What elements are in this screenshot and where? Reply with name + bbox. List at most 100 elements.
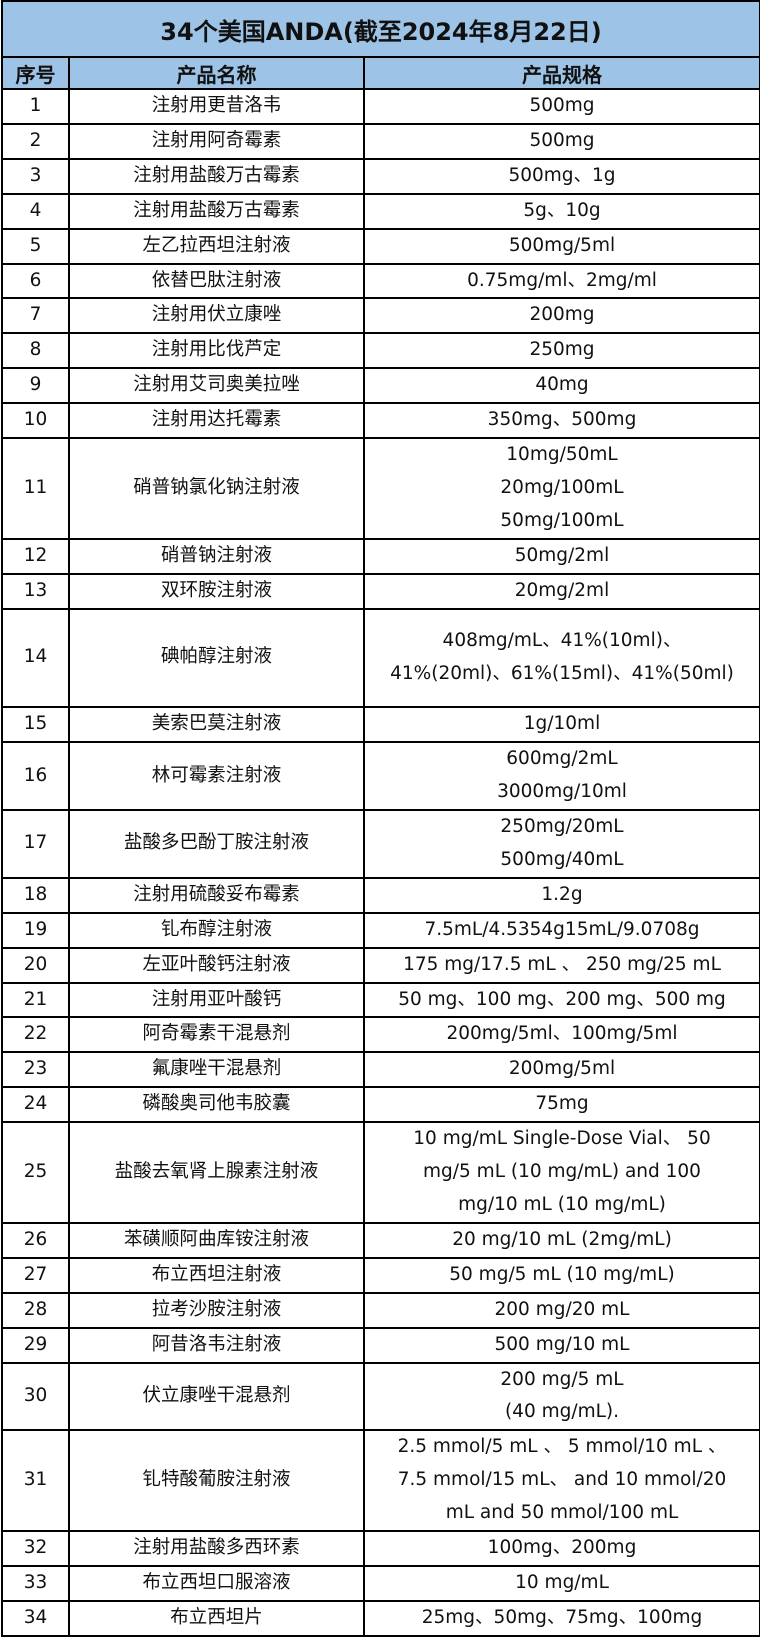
cell-product-spec: 200 mg/20 mL xyxy=(363,1291,760,1329)
cell-number: 5 xyxy=(1,227,70,265)
table-body: 1 注射用更昔洛韦 500mg 2 注射用阿奇霉素 500mg 3 注射用盐酸万古霉素 500m… xyxy=(1,88,760,1637)
cell-product-name: 左亚叶酸钙注射液 xyxy=(68,946,365,984)
cell-number: 31 xyxy=(1,1429,70,1533)
cell-number: 11 xyxy=(1,437,70,540)
cell-product-name: 盐酸多巴酚丁胺注射液 xyxy=(68,809,365,879)
cell-product-spec: 2.5 mmol/5 mL 、 5 mmol/10 mL 、 7.5 mmol/… xyxy=(363,1429,760,1533)
table-row: 14 碘帕醇注射液 408mg/mL、41%(10ml)、 41%(20ml)、61… xyxy=(1,607,760,709)
cell-product-name: 注射用达托霉素 xyxy=(68,402,365,440)
cell-number: 24 xyxy=(1,1086,70,1124)
cell-product-name: 磷酸奥司他韦胶囊 xyxy=(68,1086,365,1124)
table-row: 4 注射用盐酸万古霉素 5g、10g xyxy=(1,192,760,230)
cell-number: 25 xyxy=(1,1121,70,1224)
cell-product-spec: 200mg/5ml、100mg/5ml xyxy=(363,1016,760,1054)
cell-product-spec: 5g、10g xyxy=(363,192,760,230)
cell-product-spec: 10 mg/mL Single-Dose Vial、 50 mg/5 mL (1… xyxy=(363,1121,760,1224)
cell-product-name: 阿奇霉素干混悬剂 xyxy=(68,1016,365,1054)
header-number: 序号 xyxy=(1,56,70,90)
table-row: 13 双环胺注射液 20mg/2ml xyxy=(1,572,760,610)
table-title: 34个美国ANDA(截至2024年8月22日) xyxy=(1,0,760,58)
cell-number: 1 xyxy=(1,88,70,125)
cell-product-name: 氟康唑干混悬剂 xyxy=(68,1051,365,1089)
header-product-name: 产品名称 xyxy=(68,56,365,90)
cell-number: 34 xyxy=(1,1599,70,1637)
table-row: 24 磷酸奥司他韦胶囊 75mg xyxy=(1,1086,760,1124)
cell-number: 13 xyxy=(1,572,70,610)
header-product-spec: 产品规格 xyxy=(363,56,760,90)
cell-number: 32 xyxy=(1,1530,70,1567)
cell-product-spec: 600mg/2mL 3000mg/10ml xyxy=(363,741,760,811)
cell-product-name: 注射用亚叶酸钙 xyxy=(68,981,365,1019)
table-row: 34 布立西坦片 25mg、50mg、75mg、100mg xyxy=(1,1599,760,1637)
cell-product-name: 苯磺顺阿曲库铵注射液 xyxy=(68,1221,365,1259)
table-row: 11 硝普钠氯化钠注射液 10mg/50mL 20mg/100mL 50mg/100… xyxy=(1,437,760,540)
cell-product-name: 钆特酸葡胺注射液 xyxy=(68,1429,365,1533)
table-row: 3 注射用盐酸万古霉素 500mg、1g xyxy=(1,157,760,195)
cell-product-name: 注射用盐酸万古霉素 xyxy=(68,192,365,230)
cell-product-spec: 1g/10ml xyxy=(363,706,760,744)
table-row: 12 硝普钠注射液 50mg/2ml xyxy=(1,537,760,575)
cell-product-name: 注射用盐酸多西环素 xyxy=(68,1530,365,1567)
cell-number: 7 xyxy=(1,297,70,335)
table-row: 16 林可霉素注射液 600mg/2mL 3000mg/10ml xyxy=(1,741,760,811)
cell-product-spec: 175 mg/17.5 mL 、 250 mg/25 mL xyxy=(363,946,760,984)
cell-product-name: 拉考沙胺注射液 xyxy=(68,1291,365,1329)
table-row: 22 阿奇霉素干混悬剂 200mg/5ml、100mg/5ml xyxy=(1,1016,760,1054)
cell-number: 16 xyxy=(1,741,70,811)
cell-number: 6 xyxy=(1,262,70,300)
cell-product-name: 注射用更昔洛韦 xyxy=(68,88,365,125)
cell-number: 30 xyxy=(1,1361,70,1432)
table-row: 31 钆特酸葡胺注射液 2.5 mmol/5 mL 、 5 mmol/10 mL 、… xyxy=(1,1429,760,1533)
cell-product-spec: 500mg/5ml xyxy=(363,227,760,265)
cell-product-name: 伏立康唑干混悬剂 xyxy=(68,1361,365,1432)
cell-product-name: 注射用盐酸万古霉素 xyxy=(68,157,365,195)
cell-product-name: 注射用比伐芦定 xyxy=(68,332,365,370)
cell-product-spec: 50 mg/5 mL (10 mg/mL) xyxy=(363,1256,760,1294)
cell-number: 15 xyxy=(1,706,70,744)
table-row: 27 布立西坦注射液 50 mg/5 mL (10 mg/mL) xyxy=(1,1256,760,1294)
cell-product-name: 盐酸去氧肾上腺素注射液 xyxy=(68,1121,365,1224)
cell-number: 2 xyxy=(1,122,70,160)
cell-product-spec: 40mg xyxy=(363,367,760,405)
cell-product-name: 硝普钠注射液 xyxy=(68,537,365,575)
table-row: 2 注射用阿奇霉素 500mg xyxy=(1,122,760,160)
cell-number: 14 xyxy=(1,607,70,709)
table-row: 5 左乙拉西坦注射液 500mg/5ml xyxy=(1,227,760,265)
cell-number: 12 xyxy=(1,537,70,575)
table-row: 7 注射用伏立康唑 200mg xyxy=(1,297,760,335)
table-row: 19 钆布醇注射液 7.5mL/4.5354g15mL/9.0708g xyxy=(1,911,760,949)
table-row: 29 阿昔洛韦注射液 500 mg/10 mL xyxy=(1,1326,760,1364)
cell-product-name: 布立西坦注射液 xyxy=(68,1256,365,1294)
table-row: 18 注射用硫酸妥布霉素 1.2g xyxy=(1,876,760,914)
table-row: 33 布立西坦口服溶液 10 mg/mL xyxy=(1,1564,760,1602)
cell-product-spec: 20 mg/10 mL (2mg/mL) xyxy=(363,1221,760,1259)
cell-number: 19 xyxy=(1,911,70,949)
cell-product-spec: 50 mg、100 mg、200 mg、500 mg xyxy=(363,981,760,1019)
cell-product-spec: 500mg、1g xyxy=(363,157,760,195)
table-row: 1 注射用更昔洛韦 500mg xyxy=(1,88,760,125)
cell-product-spec: 7.5mL/4.5354g15mL/9.0708g xyxy=(363,911,760,949)
cell-product-name: 注射用伏立康唑 xyxy=(68,297,365,335)
cell-product-spec: 75mg xyxy=(363,1086,760,1124)
cell-number: 8 xyxy=(1,332,70,370)
cell-product-spec: 200mg xyxy=(363,297,760,335)
table-row: 6 依替巴肽注射液 0.75mg/ml、2mg/ml xyxy=(1,262,760,300)
table-row: 30 伏立康唑干混悬剂 200 mg/5 mL (40 mg/mL). xyxy=(1,1361,760,1432)
cell-product-spec: 500mg xyxy=(363,122,760,160)
cell-number: 10 xyxy=(1,402,70,440)
cell-product-name: 钆布醇注射液 xyxy=(68,911,365,949)
cell-product-spec: 200mg/5ml xyxy=(363,1051,760,1089)
cell-product-name: 注射用硫酸妥布霉素 xyxy=(68,876,365,914)
cell-number: 4 xyxy=(1,192,70,230)
cell-product-name: 依替巴肽注射液 xyxy=(68,262,365,300)
cell-product-spec: 250mg xyxy=(363,332,760,370)
table-row: 17 盐酸多巴酚丁胺注射液 250mg/20mL 500mg/40mL xyxy=(1,809,760,879)
table-row: 9 注射用艾司奥美拉唑 40mg xyxy=(1,367,760,405)
table-row: 25 盐酸去氧肾上腺素注射液 10 mg/mL Single-Dose Vial、 … xyxy=(1,1121,760,1224)
cell-number: 17 xyxy=(1,809,70,879)
cell-product-spec: 50mg/2ml xyxy=(363,537,760,575)
cell-product-spec: 20mg/2ml xyxy=(363,572,760,610)
cell-product-spec: 500mg xyxy=(363,88,760,125)
cell-product-spec: 250mg/20mL 500mg/40mL xyxy=(363,809,760,879)
